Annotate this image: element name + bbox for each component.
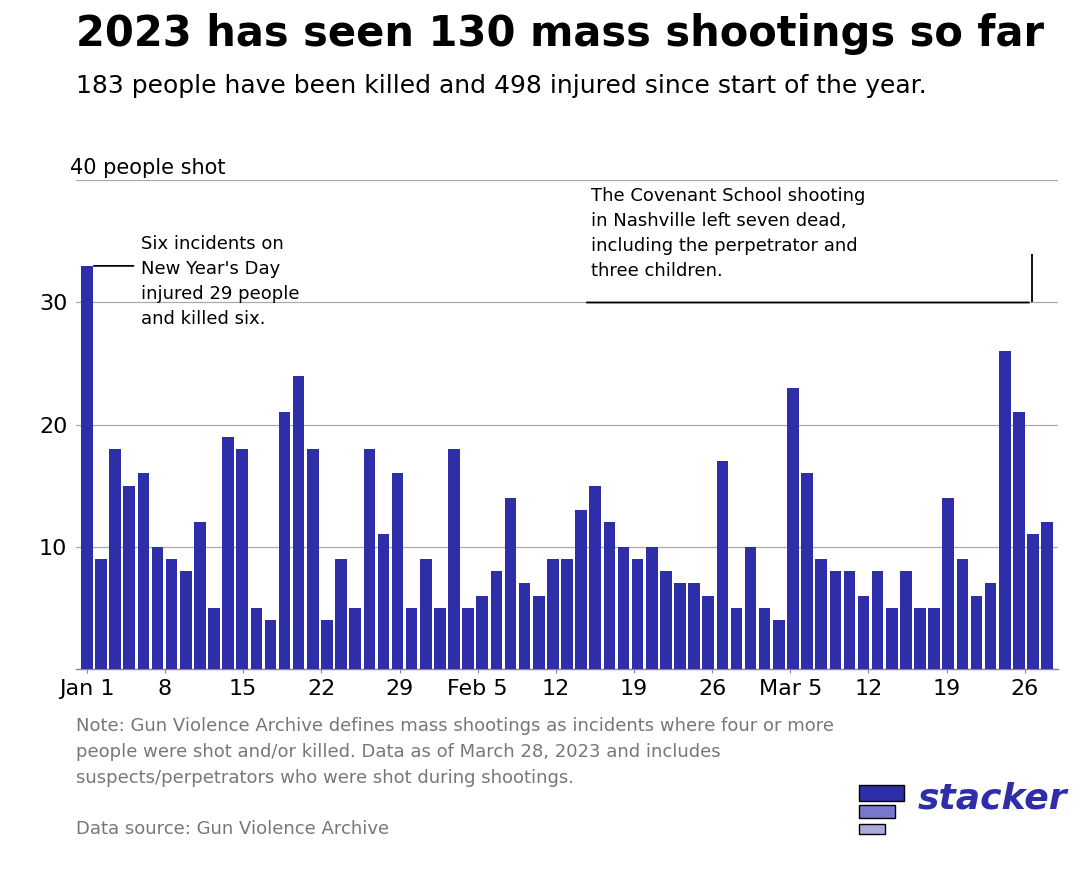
Bar xyxy=(562,559,572,669)
Bar xyxy=(900,571,912,669)
Bar xyxy=(999,351,1011,669)
Bar xyxy=(548,559,558,669)
Bar xyxy=(151,546,163,669)
Bar xyxy=(321,620,333,669)
Bar xyxy=(576,510,586,669)
Bar xyxy=(364,449,375,669)
Bar xyxy=(462,608,474,669)
Bar xyxy=(166,559,177,669)
Bar xyxy=(674,583,686,669)
Bar xyxy=(293,376,305,669)
Bar xyxy=(872,571,883,669)
Bar xyxy=(518,583,530,669)
Text: 40 people shot: 40 people shot xyxy=(70,158,226,178)
Bar xyxy=(1013,413,1025,669)
Bar xyxy=(929,608,940,669)
Bar xyxy=(646,546,658,669)
Bar xyxy=(194,522,205,669)
Bar xyxy=(180,571,191,669)
Bar xyxy=(137,473,149,669)
Text: Note: Gun Violence Archive defines mass shootings as incidents where four or mor: Note: Gun Violence Archive defines mass … xyxy=(76,717,834,787)
Bar xyxy=(490,571,502,669)
Bar xyxy=(660,571,672,669)
Bar xyxy=(222,436,234,669)
Bar xyxy=(858,596,869,669)
Bar xyxy=(378,534,389,669)
Bar xyxy=(716,461,728,669)
Bar xyxy=(532,596,544,669)
Bar xyxy=(731,608,742,669)
Bar xyxy=(843,571,855,669)
Bar xyxy=(504,498,516,669)
Bar xyxy=(801,473,813,669)
Text: Data source: Gun Violence Archive: Data source: Gun Violence Archive xyxy=(76,820,389,838)
Bar xyxy=(915,608,926,669)
Bar xyxy=(604,522,616,669)
Bar xyxy=(886,608,897,669)
Text: 183 people have been killed and 498 injured since start of the year.: 183 people have been killed and 498 inju… xyxy=(76,74,927,98)
Bar xyxy=(590,486,602,669)
Bar xyxy=(985,583,997,669)
Bar xyxy=(448,449,460,669)
Bar xyxy=(392,473,403,669)
Text: 2023 has seen 130 mass shootings so far: 2023 has seen 130 mass shootings so far xyxy=(76,13,1043,55)
Bar xyxy=(943,498,954,669)
Bar xyxy=(251,608,262,669)
Bar xyxy=(109,449,121,669)
Bar xyxy=(208,608,219,669)
Bar xyxy=(688,583,700,669)
Bar xyxy=(1027,534,1039,669)
Bar xyxy=(815,559,827,669)
Bar xyxy=(279,413,291,669)
Bar xyxy=(81,266,93,669)
Bar xyxy=(307,449,319,669)
Bar xyxy=(265,620,276,669)
Bar xyxy=(618,546,630,669)
Bar xyxy=(420,559,432,669)
Bar xyxy=(702,596,714,669)
Bar xyxy=(434,608,446,669)
Bar xyxy=(350,608,361,669)
Bar xyxy=(759,608,770,669)
Bar xyxy=(787,388,799,669)
Bar xyxy=(406,608,418,669)
Text: The Covenant School shooting
in Nashville left seven dead,
including the perpetr: The Covenant School shooting in Nashvill… xyxy=(591,187,865,280)
Bar xyxy=(829,571,841,669)
Bar xyxy=(95,559,107,669)
Bar xyxy=(773,620,784,669)
Text: stacker: stacker xyxy=(918,781,1068,816)
Bar xyxy=(1041,522,1053,669)
Bar xyxy=(745,546,756,669)
Bar xyxy=(632,559,644,669)
Text: Six incidents on
New Year's Day
injured 29 people
and killed six.: Six incidents on New Year's Day injured … xyxy=(140,235,299,328)
Bar xyxy=(335,559,347,669)
Bar xyxy=(957,559,968,669)
Bar xyxy=(123,486,135,669)
Bar xyxy=(237,449,248,669)
Bar xyxy=(971,596,983,669)
Bar xyxy=(476,596,488,669)
